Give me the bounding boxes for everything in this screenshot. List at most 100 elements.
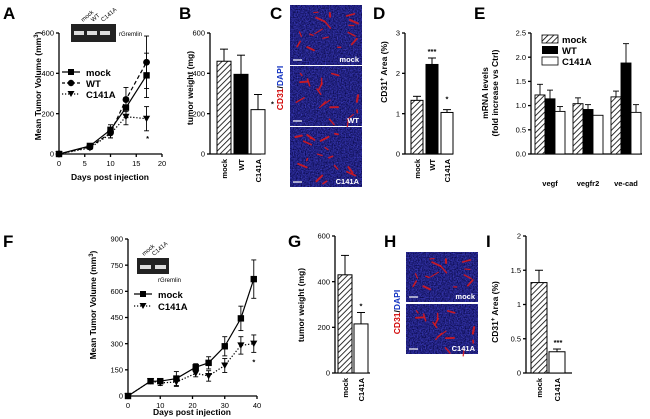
y-tick-label: 3 [396, 29, 400, 38]
panel-a-legend-mock: mock [86, 68, 112, 79]
panel-f-legend-c141a: C141A [158, 302, 188, 313]
y-tick-label: 1 [396, 109, 400, 118]
y-tick-label: 0 [50, 150, 54, 159]
vessel-signal [322, 180, 328, 185]
vessel-signal [314, 28, 323, 35]
vessel-signal [347, 31, 356, 37]
vessel-signal [436, 330, 447, 338]
y-tick-label: 400 [41, 69, 54, 78]
vessel-signal [347, 166, 354, 174]
vessel-signal [444, 347, 451, 354]
panel-e-chart: 0.0 0.5 1.0 1.5 2.0 2.5 vegf vegfr2 ve-cad [516, 29, 642, 188]
y-tick-label: 0.5 [516, 125, 526, 134]
x-category-label: C141A [254, 158, 263, 182]
bar-vegfr2-wt [582, 109, 594, 155]
panel-g-label: G [288, 232, 301, 251]
y-tick-label: 200 [41, 109, 54, 118]
y-tick-label: 750 [110, 261, 123, 270]
significance-stars: *** [554, 338, 563, 347]
panel-a-legend-c141a: C141A [86, 90, 116, 101]
significance-star: * [271, 100, 274, 109]
series-line-mock [127, 278, 255, 397]
y-tick-label: 400 [192, 69, 205, 78]
panel-a-gel-lane-wt: WT [90, 13, 101, 24]
x-category-label: C141A [553, 377, 562, 401]
panel-e-ylabel-2: (fold increase vs Ctrl) [490, 49, 500, 136]
panel-f-legend: mock C141A [134, 290, 188, 313]
bar-mock [216, 60, 232, 155]
vessel-signal [425, 275, 430, 279]
vessel-signal [306, 134, 316, 141]
vessel-signal [355, 94, 360, 103]
point-c141a [124, 393, 132, 400]
point-c141a [156, 379, 164, 387]
vessel-signal [319, 135, 330, 142]
bar-mock [337, 274, 353, 374]
y-tick-label: 600 [110, 287, 123, 296]
tile-label-wt: WT [347, 116, 359, 125]
bar-ve-cad-mock [610, 96, 622, 155]
vessel-signal [333, 164, 339, 170]
panel-h-tiles: mock C141A [406, 252, 478, 357]
vessel-signal [320, 99, 331, 107]
panel-b-ylabel: tumor weight (mg) [185, 51, 195, 125]
significance-stars-wt: *** [428, 47, 437, 56]
bar-c141a [353, 323, 369, 374]
panel-f-gel-band-label: rGremlin [158, 278, 181, 284]
panel-a-gel-band-label: rGremlin [119, 32, 142, 38]
panel-g: G tumor weight (mg) 0 200 400 600 mock C141A * [288, 232, 370, 401]
point-c141a [55, 151, 63, 158]
panel-a-legend: mock WT C141A [62, 68, 116, 101]
x-category-label: WT [428, 159, 437, 171]
x-tick-label: 0 [126, 401, 130, 410]
panel-e-legend-mock: mock [562, 35, 588, 46]
y-tick-label: 0 [396, 150, 400, 159]
panel-b: B tumor weight (mg) 0 200 400 600 mock WT C141… [179, 4, 274, 182]
panel-f-gel-image [137, 258, 169, 274]
y-tick-label: 300 [110, 339, 123, 348]
x-category-label: vegfr2 [577, 179, 600, 188]
bar-vegfr2-c141a [592, 114, 604, 155]
panel-i: I CD31+ Area (%) 0 0.5 1 1.5 2 mock C141A *** [486, 232, 572, 401]
panel-e-legend: mock WT C141A [541, 34, 592, 68]
point-c141a [221, 362, 229, 369]
vessel-signal [430, 271, 439, 278]
vessel-signal [315, 16, 326, 23]
vessel-signal [305, 157, 309, 162]
panel-e: E mRNA levels (fold increase vs Ctrl) 0.… [474, 4, 642, 188]
vessel-signal [348, 18, 359, 25]
panel-a-chart: 0 200 400 600 0 5 10 15 20 * [41, 29, 166, 168]
tile-label-mock: mock [339, 55, 359, 64]
x-category-label: ve-cad [614, 179, 638, 188]
vessel-signal [296, 40, 302, 48]
vessel-signal [323, 20, 332, 29]
vessel-signal [463, 274, 472, 280]
vessel-signal [439, 265, 448, 274]
vessel-signal [461, 259, 472, 263]
bar-mock [530, 282, 548, 374]
point-c141a [205, 372, 213, 380]
significance-star: * [252, 357, 255, 366]
panel-a-legend-wt: WT [86, 79, 101, 90]
y-tick-label: 600 [317, 232, 330, 241]
point-c141a [237, 342, 245, 349]
x-tick-label: 15 [132, 159, 140, 168]
bar-mock [410, 99, 424, 155]
bar-wt [233, 73, 249, 155]
bar-vegfr2-mock [572, 103, 584, 155]
bar-c141a [548, 351, 566, 374]
y-tick-label: 600 [41, 29, 54, 38]
point-c141a [192, 370, 200, 377]
vessel-signal [295, 97, 305, 104]
x-category-label: vegf [542, 179, 558, 188]
y-tick-label: 1.0 [516, 101, 526, 110]
vessel-signal [432, 321, 438, 329]
vessel-signal [294, 134, 303, 138]
x-tick-label: 20 [188, 401, 196, 410]
bar-vegf-mock [534, 94, 546, 155]
x-category-label: mock [220, 158, 229, 178]
y-tick-label: 1.5 [511, 266, 521, 275]
x-category-label: mock [535, 377, 544, 397]
vessel-signal [328, 118, 335, 126]
